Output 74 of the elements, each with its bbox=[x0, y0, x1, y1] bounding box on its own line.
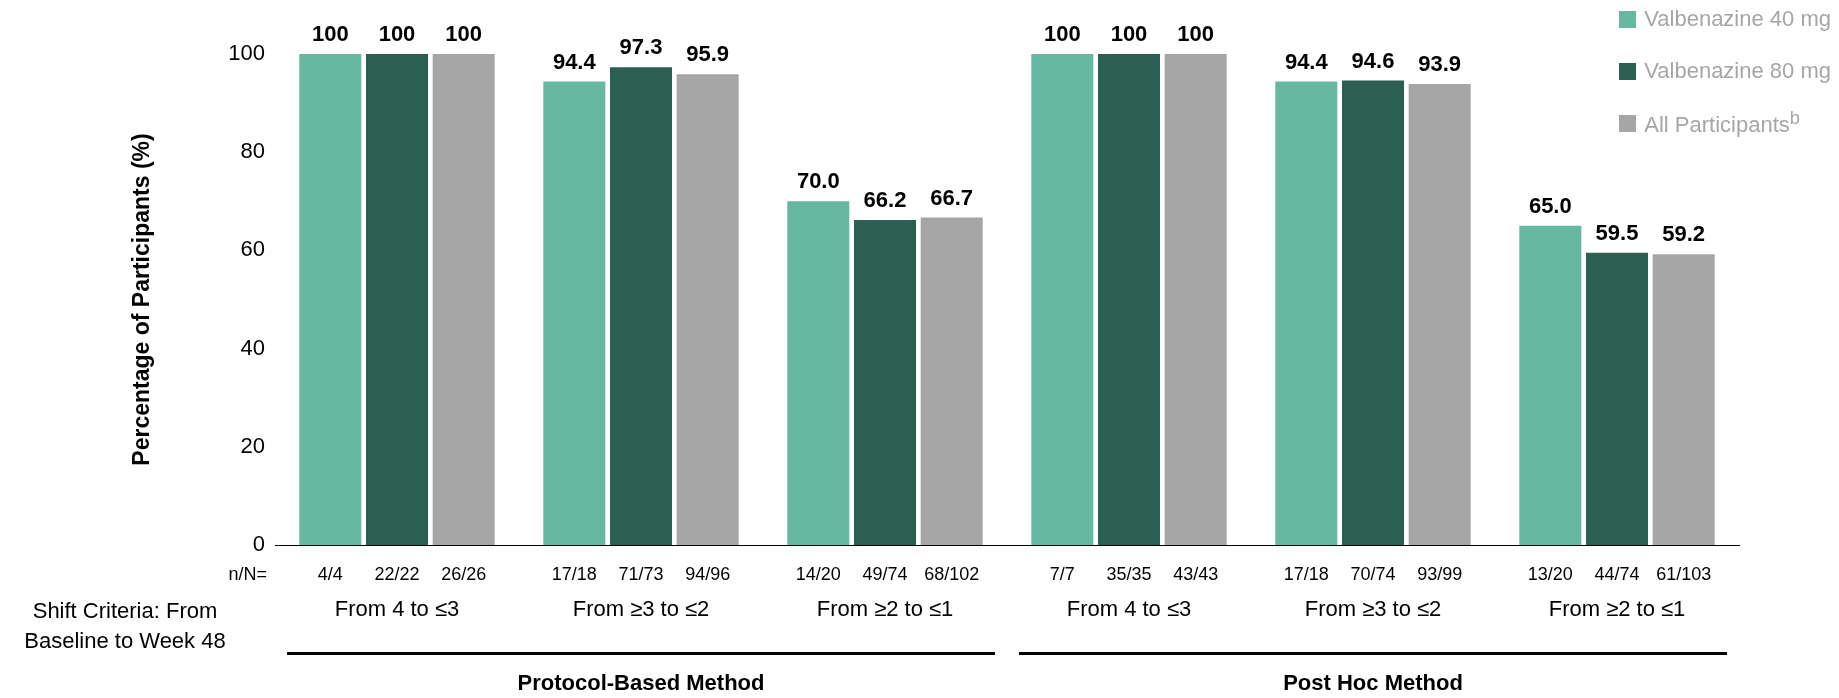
legend-label: All Participants$^{b}$ bbox=[1644, 107, 1800, 139]
text: 68/102 bbox=[924, 563, 980, 584]
text: 35/35 bbox=[1106, 563, 1152, 584]
text: Post Hoc Method bbox=[1283, 670, 1463, 696]
x-tick-label: From ≥3 to ≤2 bbox=[1304, 596, 1442, 622]
bar bbox=[1652, 254, 1715, 545]
text: 93/99 bbox=[1417, 563, 1463, 584]
text: 7/7 bbox=[1049, 563, 1075, 584]
y-tick-label: 0 bbox=[252, 531, 265, 557]
data-label: 94.6 bbox=[1351, 47, 1395, 73]
data-label: 100 bbox=[1043, 21, 1081, 47]
data-label: 59.5 bbox=[1595, 219, 1639, 245]
bar bbox=[787, 201, 850, 545]
y-tick-label: 40 bbox=[240, 334, 265, 360]
text: 94/96 bbox=[685, 563, 731, 584]
x-tick-label: From ≥2 to ≤1 bbox=[1548, 596, 1686, 622]
data-label: 95.9 bbox=[686, 41, 730, 67]
bar bbox=[1408, 83, 1471, 545]
data-label: 94.4 bbox=[552, 48, 597, 74]
text: n/N= bbox=[228, 563, 267, 584]
text: 22/22 bbox=[374, 563, 420, 584]
y-tick-label: 100 bbox=[228, 40, 265, 66]
x-tick-label: From 4 to ≤3 bbox=[1066, 596, 1192, 622]
text: 70/74 bbox=[1350, 563, 1396, 584]
text: 17/18 bbox=[1283, 563, 1329, 584]
data-label: 100 bbox=[1177, 21, 1215, 47]
data-label: 65.0 bbox=[1528, 192, 1572, 218]
bar bbox=[920, 217, 983, 545]
data-label: 100 bbox=[311, 21, 349, 47]
bar bbox=[1097, 54, 1161, 545]
x-tick-label: From 4 to ≤3 bbox=[334, 596, 460, 622]
bar bbox=[1275, 81, 1338, 545]
data-label: 70.0 bbox=[796, 168, 840, 194]
data-label: 100 bbox=[1110, 21, 1148, 47]
bar bbox=[1164, 54, 1227, 545]
text: Shift Criteria: From Baseline to Week 48 bbox=[23, 597, 227, 655]
text: 14/20 bbox=[795, 563, 841, 584]
text: 43/43 bbox=[1173, 563, 1219, 584]
text: 61/103 bbox=[1656, 563, 1712, 584]
bar bbox=[853, 219, 917, 545]
y-tick-label: 80 bbox=[240, 138, 265, 164]
data-label: 94.4 bbox=[1284, 48, 1329, 74]
legend-label: Valbenazine 40 mg bbox=[1644, 6, 1831, 32]
bar bbox=[432, 54, 495, 545]
text: 17/18 bbox=[551, 563, 597, 584]
data-label: 100 bbox=[378, 21, 416, 47]
data-label: 100 bbox=[445, 21, 483, 47]
data-label: 59.2 bbox=[1662, 221, 1706, 247]
bar bbox=[299, 54, 362, 545]
data-label: 66.7 bbox=[930, 184, 974, 210]
text: 4/4 bbox=[317, 563, 343, 584]
y-tick-label: 20 bbox=[240, 432, 265, 458]
text: 49/74 bbox=[862, 563, 908, 584]
data-label: 93.9 bbox=[1418, 51, 1462, 77]
data-label: 97.3 bbox=[619, 34, 663, 60]
bar bbox=[676, 74, 739, 545]
bar bbox=[1519, 225, 1582, 545]
data-label: 66.2 bbox=[863, 187, 907, 213]
bar bbox=[609, 67, 673, 545]
y-tick-label: 60 bbox=[240, 236, 265, 262]
text: 26/26 bbox=[441, 563, 487, 584]
bar bbox=[543, 81, 606, 545]
text: 44/74 bbox=[1594, 563, 1640, 584]
y-axis-title: Percentage of Participants (%) bbox=[128, 133, 155, 466]
text: 71/73 bbox=[618, 563, 664, 584]
bar bbox=[1341, 80, 1405, 545]
bar bbox=[1031, 54, 1094, 545]
text: 13/20 bbox=[1527, 563, 1573, 584]
x-tick-label: From ≥3 to ≤2 bbox=[572, 596, 710, 622]
legend-label: Valbenazine 80 mg bbox=[1644, 58, 1831, 84]
bar bbox=[365, 54, 429, 545]
bar bbox=[1585, 252, 1649, 545]
text: Protocol-Based Method bbox=[517, 670, 765, 696]
x-tick-label: From ≥2 to ≤1 bbox=[816, 596, 954, 622]
